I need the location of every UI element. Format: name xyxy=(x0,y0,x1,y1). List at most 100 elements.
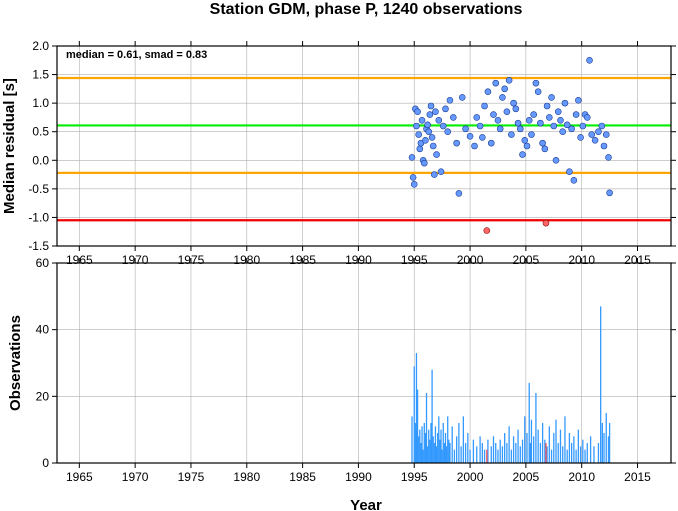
x-axis-label: Year xyxy=(350,497,382,511)
residual-point xyxy=(559,128,567,136)
observation-bars xyxy=(411,306,611,463)
y-tick-label: 0.0 xyxy=(32,153,49,167)
residual-point xyxy=(420,159,428,167)
residual-plot-frame xyxy=(56,45,672,247)
residual-point xyxy=(528,131,535,138)
residual-point xyxy=(550,122,558,130)
residual-point xyxy=(554,108,562,116)
residual-point xyxy=(508,131,515,138)
residual-point xyxy=(426,111,434,118)
x-tick-label: 1980 xyxy=(233,470,260,484)
observations-plot-frame xyxy=(56,262,672,464)
x-tick-label: 1975 xyxy=(178,470,205,484)
residual-point xyxy=(523,142,531,150)
residual-point xyxy=(476,122,484,130)
residual-point xyxy=(598,122,606,130)
residual-point xyxy=(595,128,602,136)
residual-point xyxy=(539,139,546,147)
residual-point xyxy=(439,122,447,130)
residual-point xyxy=(416,145,424,153)
residual-point xyxy=(481,102,488,110)
residual-point xyxy=(442,105,449,113)
residual-point xyxy=(602,131,610,138)
residual-point xyxy=(429,142,437,150)
residual-point xyxy=(568,125,575,133)
residual-point xyxy=(505,76,513,84)
residual-point xyxy=(541,145,549,153)
residual-point xyxy=(479,134,486,141)
residual-y-ticks: 2.0 1.5 1.0 0.5 0.0 -0.5 -1.0 -1.5 xyxy=(28,39,676,253)
residual-point xyxy=(501,85,508,93)
residual-point xyxy=(410,180,418,188)
residual-point xyxy=(557,116,564,124)
observations-y-axis-label: Observations xyxy=(7,315,24,411)
residual-point xyxy=(503,108,511,116)
residual-point xyxy=(415,131,423,138)
residual-point xyxy=(525,116,533,124)
y-tick-label: 0 xyxy=(42,456,49,470)
residual-point xyxy=(414,108,421,116)
residual-point xyxy=(543,102,551,110)
median-smad-annotation: median = 0.61, smad = 0.83 xyxy=(66,49,207,61)
observations-panel: 0 20 40 60 1965 1970 1975 1980 1985 1990 1995 2000… xyxy=(7,256,676,511)
residual-point xyxy=(432,108,439,116)
residual-point xyxy=(579,122,587,130)
outlier-point xyxy=(483,227,491,234)
residual-point xyxy=(450,114,457,121)
residual-point xyxy=(499,94,506,101)
x-tick-label: 2015 xyxy=(624,470,651,484)
residual-point xyxy=(514,119,522,127)
residual-point xyxy=(471,142,478,150)
x-tick-label: 1965 xyxy=(66,470,93,484)
residual-point xyxy=(572,111,580,118)
residual-point xyxy=(519,151,526,158)
residual-point xyxy=(548,94,555,101)
residual-point xyxy=(444,128,452,136)
residual-point xyxy=(446,96,454,104)
residual-point xyxy=(510,99,517,107)
residual-point xyxy=(422,136,429,144)
residual-point xyxy=(570,176,578,184)
residual-point xyxy=(458,94,466,101)
residual-point xyxy=(591,136,599,144)
residual-points xyxy=(408,56,613,234)
residual-point xyxy=(425,128,433,136)
y-tick-label: 60 xyxy=(36,256,50,270)
residual-point xyxy=(561,99,569,107)
residual-point xyxy=(437,168,445,176)
residual-point xyxy=(487,139,495,147)
residual-point xyxy=(484,88,492,96)
residual-point xyxy=(546,114,553,121)
y-tick-label: -1.5 xyxy=(28,239,49,253)
residual-point xyxy=(408,154,416,161)
residual-point xyxy=(428,134,436,141)
residual-point xyxy=(521,136,529,144)
residual-point xyxy=(583,114,591,121)
residual-point xyxy=(516,125,524,133)
y-tick-label: 2.0 xyxy=(32,39,49,53)
residual-point xyxy=(586,56,593,64)
residual-point xyxy=(566,168,573,176)
residual-point xyxy=(577,134,584,141)
residual-point xyxy=(427,102,435,110)
residual-point xyxy=(532,79,540,87)
y-tick-label: -0.5 xyxy=(28,182,49,196)
y-tick-label: 40 xyxy=(36,323,50,337)
x-tick-label: 1985 xyxy=(289,470,316,484)
x-tick-label: 1970 xyxy=(122,470,149,484)
x-tick-label: 2000 xyxy=(457,470,484,484)
x-tick-label: 1995 xyxy=(401,470,428,484)
residual-point xyxy=(496,125,504,133)
residual-y-axis-label: Median residual [s] xyxy=(1,78,18,214)
outlier-point xyxy=(542,219,550,227)
residual-point xyxy=(494,116,502,124)
residual-point xyxy=(424,121,431,129)
residual-point xyxy=(492,79,500,87)
residual-point xyxy=(588,131,596,138)
x-tick-label: 1990 xyxy=(345,470,372,484)
y-tick-label: 1.0 xyxy=(32,96,49,110)
residual-point xyxy=(575,96,582,104)
residual-point xyxy=(537,119,544,127)
residual-point xyxy=(530,111,537,118)
residual-point xyxy=(563,121,571,129)
